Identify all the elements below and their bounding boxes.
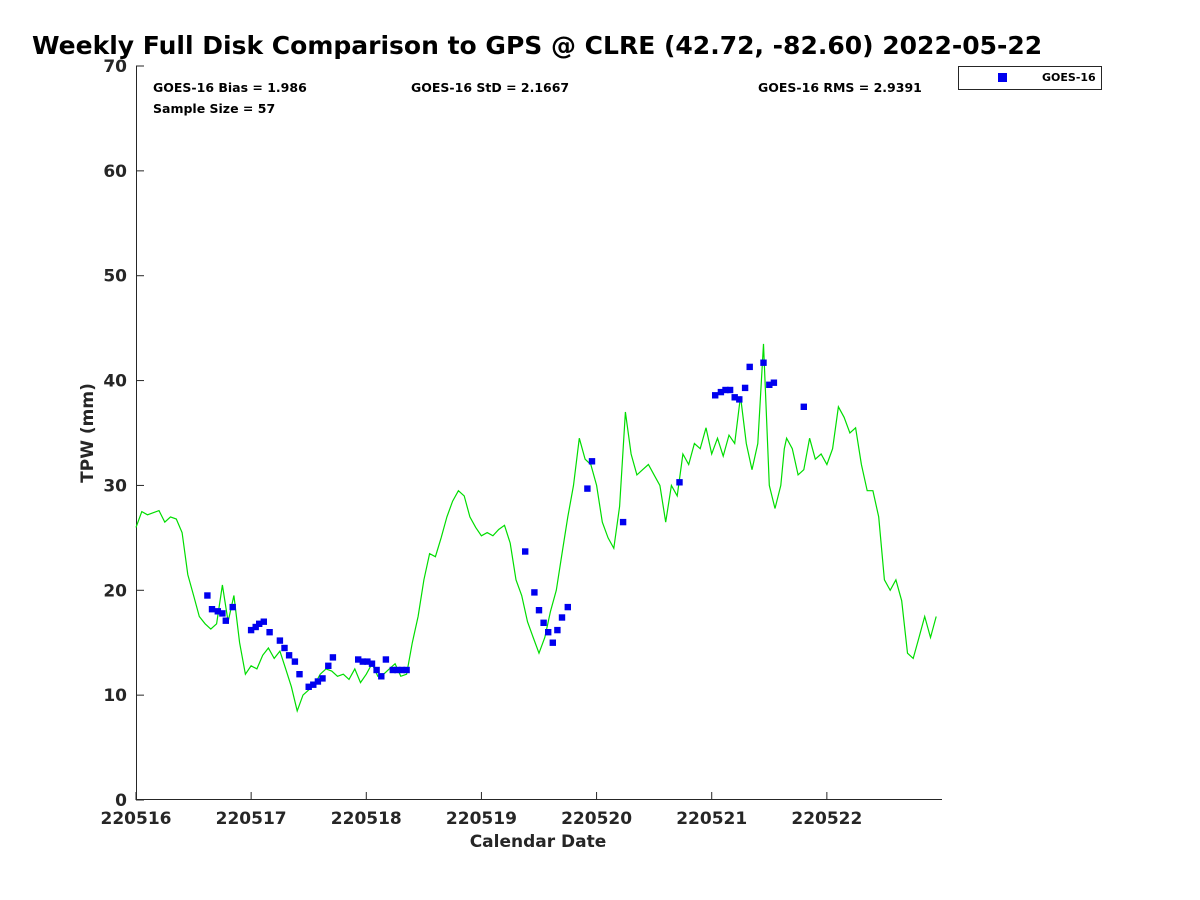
plot-area: 0 10 20 30 40 50 60 70 220516 220517 220518 220519… — [101, 57, 942, 829]
legend-box — [958, 66, 1102, 90]
y-ticks: 0 10 20 30 40 50 60 70 — [103, 57, 144, 811]
goes-16-point — [800, 403, 807, 410]
std-annotation: GOES-16 StD = 2.1667 — [411, 80, 569, 95]
goes-16-point — [266, 629, 273, 636]
goes-16-point — [554, 626, 561, 634]
goes-16-points — [204, 359, 807, 690]
y-tick-label: 40 — [103, 372, 127, 392]
bias-annotation: GOES-16 Bias = 1.986 — [153, 80, 307, 95]
x-tick-label: 220522 — [791, 809, 862, 829]
goes-16-point — [676, 479, 683, 486]
x-tick-label: 220518 — [331, 809, 402, 829]
y-tick-label: 60 — [103, 162, 127, 182]
y-tick-label: 10 — [103, 686, 127, 706]
goes-16-point — [256, 620, 263, 627]
x-tick-label: 220519 — [446, 809, 517, 829]
goes-16-point — [208, 606, 216, 613]
goes-16-point — [219, 610, 226, 617]
goes-16-point — [305, 683, 312, 690]
goes-16-point — [382, 656, 390, 663]
x-ticks: 220516 220517 220518 220519 220520 220521 2205… — [101, 792, 862, 829]
goes-16-point — [260, 618, 267, 625]
goes-16-point — [770, 379, 778, 386]
y-tick-label: 30 — [103, 476, 127, 496]
goes-16-point — [296, 671, 303, 678]
goes-16-point — [535, 607, 543, 614]
goes-16-point — [712, 392, 719, 399]
x-tick-label: 220521 — [676, 809, 747, 829]
chart-title: Weekly Full Disk Comparison to GPS @ CLR… — [32, 31, 1042, 60]
goes-16-point — [291, 658, 299, 665]
goes-16-point — [746, 363, 753, 371]
goes-16-point — [531, 589, 538, 596]
y-axis-label: TPW (mm) — [78, 383, 98, 483]
goes-16-point — [736, 396, 743, 403]
goes-16-point — [355, 656, 362, 663]
goes-16-point — [731, 394, 738, 401]
gps-tpw-line — [135, 343, 937, 713]
x-axis-label: Calendar Date — [470, 832, 607, 852]
goes-16-point — [549, 639, 556, 646]
goes-16-point — [229, 603, 236, 611]
goes-16-point — [522, 548, 529, 555]
y-tick-label: 20 — [103, 581, 127, 601]
goes-16-point — [214, 608, 221, 615]
goes-16-point — [588, 458, 596, 465]
goes-16-point — [281, 644, 288, 652]
goes-16-point — [368, 660, 376, 667]
goes-16-point — [564, 603, 571, 611]
goes-16-point — [741, 384, 749, 392]
legend-marker-goes-16 — [998, 73, 1007, 82]
goes-16-point — [558, 614, 566, 621]
goes-16-point — [329, 654, 337, 661]
goes-16-point — [389, 666, 396, 674]
goes-16-point — [276, 637, 284, 644]
goes-16-point — [766, 381, 773, 388]
goes-16-point — [373, 666, 380, 674]
rms-annotation: GOES-16 RMS = 2.9391 — [758, 80, 922, 95]
goes-16-point — [545, 629, 552, 636]
y-tick-label: 50 — [103, 267, 127, 287]
goes-16-point — [222, 617, 229, 624]
goes-16-point — [760, 359, 767, 366]
goes-16-point — [364, 658, 371, 665]
goes-16-point — [726, 386, 734, 394]
goes-16-point — [204, 592, 211, 599]
goes-16-point — [378, 673, 385, 680]
goes-16-point — [398, 666, 406, 674]
y-tick-label: 0 — [115, 791, 127, 811]
goes-16-point — [314, 678, 322, 685]
goes-16-point — [252, 623, 259, 631]
goes-16-point — [619, 518, 627, 526]
x-tick-label: 220520 — [561, 809, 632, 829]
goes-16-point — [540, 619, 547, 626]
x-tick-label: 220516 — [101, 809, 172, 829]
goes-16-point — [394, 666, 401, 674]
goes-16-point — [403, 666, 410, 674]
y-tick-label: 70 — [103, 57, 127, 77]
goes-16-point — [722, 386, 729, 394]
goes-16-point — [310, 681, 317, 688]
goes-16-point — [285, 652, 293, 659]
legend: GOES-16 — [958, 66, 1102, 90]
goes-16-point — [584, 485, 591, 492]
goes-16-point — [717, 388, 725, 396]
goes-16-point — [359, 658, 366, 665]
sample-size-annotation: Sample Size = 57 — [153, 101, 275, 116]
x-tick-label: 220517 — [216, 809, 287, 829]
goes-16-point — [319, 675, 326, 682]
goes-16-point — [325, 662, 332, 669]
legend-entry-goes-16: GOES-16 — [1042, 71, 1096, 84]
goes-16-point — [247, 626, 255, 634]
